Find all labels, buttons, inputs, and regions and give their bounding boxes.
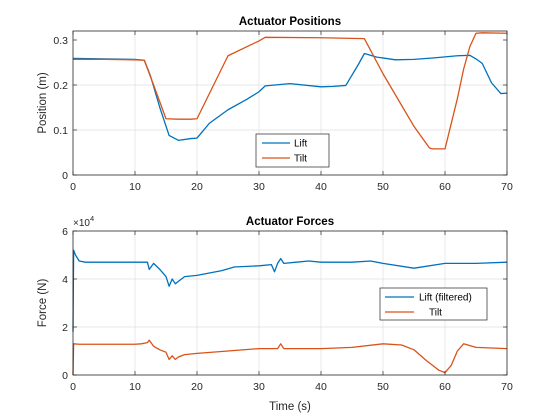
x-tick-label: 50 [377,381,389,393]
x-tick-label: 0 [70,381,76,393]
series-line-forces-lift [72,249,508,332]
y-axis-exponent-label: ×104 [73,214,94,229]
legend-box-positions [255,133,330,168]
x-tick-label: 10 [129,381,141,393]
x-tick-label: 0 [70,181,76,193]
x-tick-label: 40 [315,381,327,393]
ticks-positions: 0 10 20 30 40 50 60 70 0 0.1 0.2 0.3 [53,31,513,193]
legend-label-tilt-force: Tilt [429,308,442,319]
ticks-forces: 0 10 20 30 40 50 60 70 0 2 4 6 [62,226,513,393]
chart-title-positions: Actuator Positions [239,16,341,28]
x-tick-label: 20 [191,181,203,193]
y-tick-label: 6 [62,226,68,238]
axes-box-positions [72,30,508,176]
x-tick-label: 60 [439,181,451,193]
chart-actuator-positions: 0 10 20 30 40 50 60 70 0 0.1 0.2 0.3 Actuator Posit… [37,16,513,193]
y-tick-label: 2 [62,322,68,334]
y-tick-label: 4 [62,274,68,286]
y-tick-label: 0 [62,370,68,382]
axes-box-forces [72,230,508,376]
x-tick-label: 40 [315,181,327,193]
series-positions [72,32,508,150]
legend-box-forces [379,287,488,321]
x-axis-label-forces: Time (s) [269,401,311,413]
y-tick-label: 0.1 [53,125,68,137]
series-line-positions-tilt [73,32,508,150]
x-tick-label: 50 [377,181,389,193]
x-tick-label: 30 [253,181,265,193]
y-tick-label: 0.2 [53,80,68,92]
x-tick-label: 10 [129,181,141,193]
series-line-forces-tilt [72,339,508,376]
y-axis-label-positions: Position (m) [37,72,49,134]
legend-label-lift: Lift [294,139,308,150]
y-tick-label: 0.3 [53,35,68,47]
x-tick-label: 60 [439,381,451,393]
legend-positions: Lift Tilt [255,133,330,168]
x-tick-label: 30 [253,381,265,393]
series-forces [72,249,508,376]
legend-label-tilt: Tilt [294,154,307,165]
y-axis-label-forces: Force (N) [37,279,49,328]
x-tick-label: 20 [191,381,203,393]
x-tick-label: 70 [501,381,513,393]
legend-forces: Lift (filtered) Tilt [379,287,488,321]
legend-label-lift-filtered: Lift (filtered) [419,293,472,304]
y-tick-label: 0 [62,170,68,182]
y-axis-exponent-power: 4 [90,214,94,223]
x-tick-label: 70 [501,181,513,193]
y-axis-exponent-base: ×10 [73,218,90,229]
chart-title-forces: Actuator Forces [246,216,334,228]
